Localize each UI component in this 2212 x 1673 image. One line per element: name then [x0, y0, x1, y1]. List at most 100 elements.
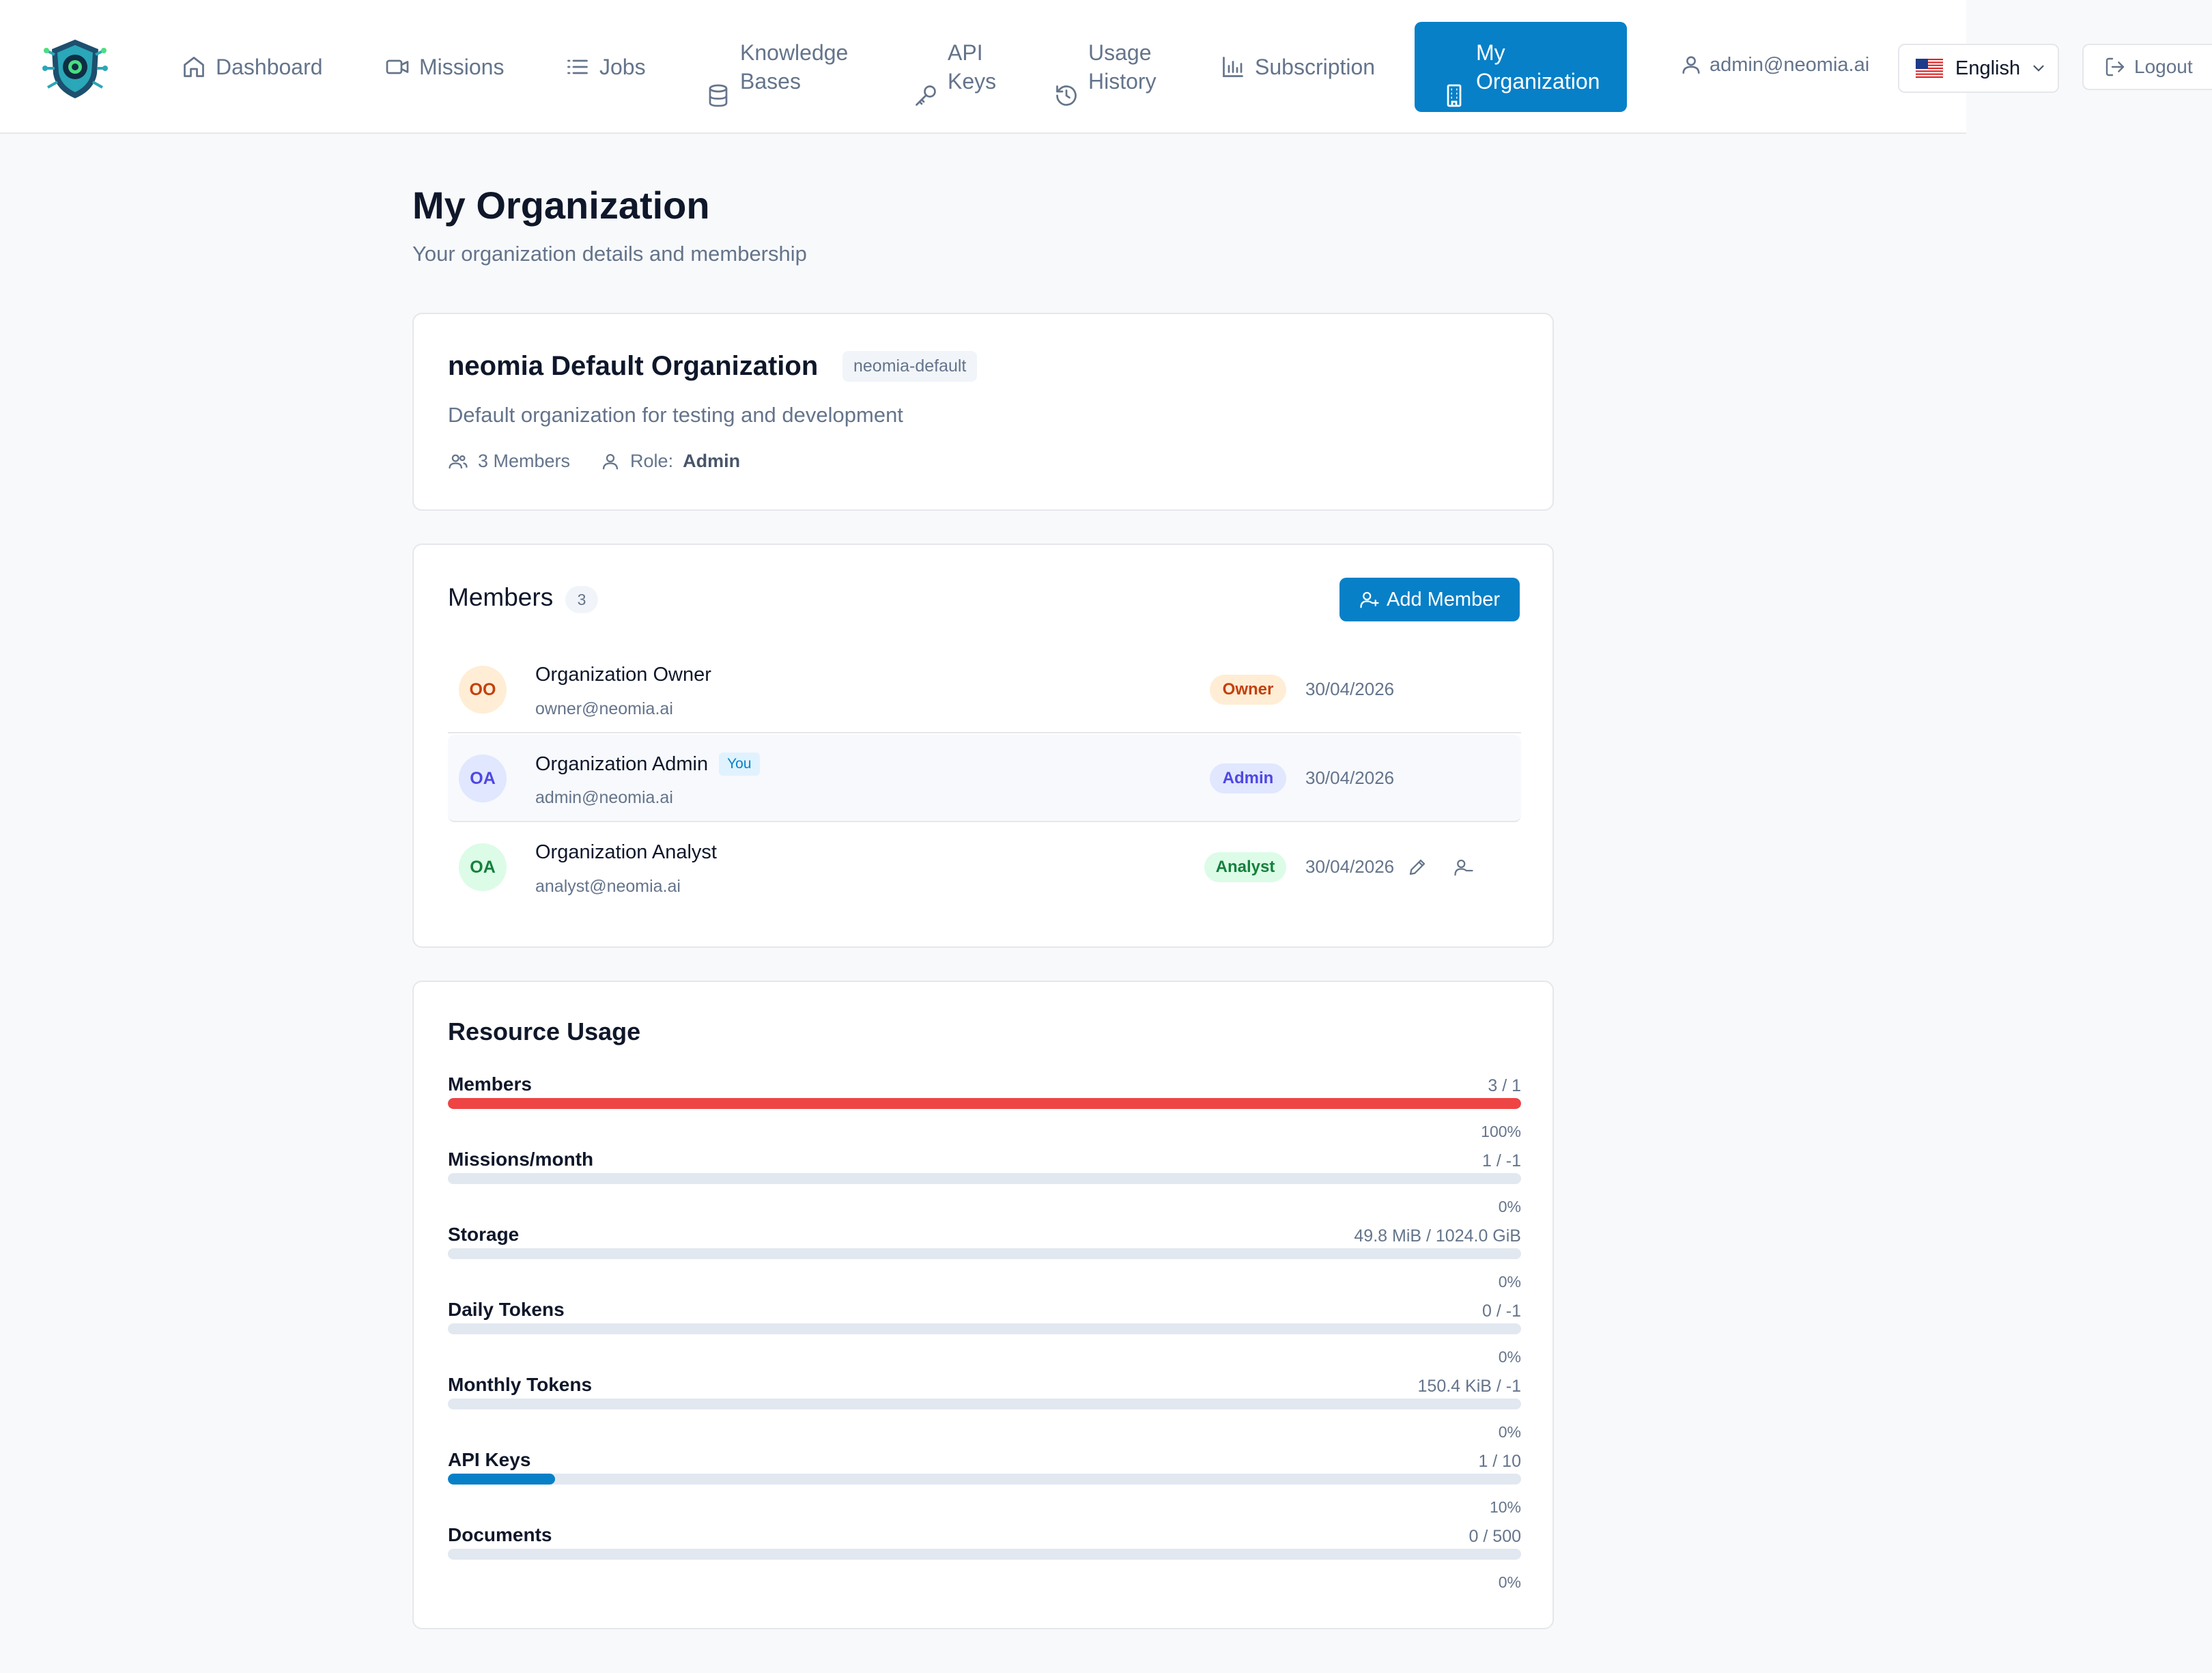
user-icon: [602, 453, 619, 469]
nav-label: My Organization: [1476, 40, 1600, 94]
organization-description: Default organization for testing and dev…: [448, 403, 903, 427]
usage-label: Missions/month: [448, 1149, 594, 1170]
member-joined-date: 30/04/2026: [1305, 768, 1395, 788]
usage-value: 0 / -1: [1482, 1302, 1521, 1321]
usage-row-api-keys: API Keys 1 / 10 10%: [448, 1449, 1521, 1524]
usage-row-monthly-tokens: Monthly Tokens 150.4 KiB / -1 0%: [448, 1374, 1521, 1449]
organization-meta: 3 Members Role: Admin: [448, 451, 740, 472]
member-name-text: Organization Admin: [535, 753, 709, 775]
organization-card: neomia Default Organization neomia-defau…: [412, 313, 1554, 511]
video-icon: [385, 55, 410, 79]
nav-label: Subscription: [1255, 55, 1376, 79]
remove-member-button[interactable]: [1450, 854, 1477, 881]
avatar: OA: [459, 755, 507, 802]
key-icon: [913, 55, 938, 106]
user-plus-icon: [1360, 591, 1379, 608]
member-email: admin@neomia.ai: [535, 788, 673, 807]
chevron-down-icon: [2033, 65, 2044, 72]
nav-label: Dashboard: [216, 55, 323, 79]
member-row: OA Organization Analyst analyst@neomia.a…: [448, 824, 1521, 911]
bar-chart-icon: [1221, 55, 1245, 79]
member-name-text: Organization Owner: [535, 664, 711, 686]
users-icon: [449, 454, 468, 468]
role-label: Role:: [630, 451, 674, 471]
members-count-badge: 3: [565, 586, 598, 613]
member-row: OO Organization Owner owner@neomia.ai Ow…: [448, 646, 1521, 733]
usage-label: Monthly Tokens: [448, 1374, 593, 1395]
member-row-current-user: OA Organization Admin You admin@neomia.a…: [448, 735, 1521, 822]
page-subtitle: Your organization details and membership: [412, 242, 807, 266]
database-icon: [706, 55, 731, 107]
avatar: OA: [459, 843, 507, 891]
nav-label: Usage History: [1088, 40, 1157, 94]
usage-percent: 0%: [1498, 1273, 1521, 1291]
language-select[interactable]: English: [1898, 44, 2059, 93]
usage-value: 1 / 10: [1478, 1452, 1521, 1471]
usage-progress-bar: [448, 1398, 1521, 1409]
member-name: Organization Admin You: [535, 753, 760, 776]
role-badge-analyst: Analyst: [1204, 852, 1286, 882]
usage-percent: 0%: [1498, 1423, 1521, 1441]
usage-label: Storage: [448, 1224, 520, 1245]
current-user[interactable]: admin@neomia.ai: [1679, 53, 1869, 76]
organization-name: neomia Default Organization: [448, 351, 819, 381]
nav-usage-history[interactable]: Usage History: [1054, 22, 1157, 112]
usage-label: Daily Tokens: [448, 1299, 565, 1320]
usage-label: API Keys: [448, 1449, 531, 1470]
top-navbar: Dashboard Missions Jobs Knowledge Bases …: [0, 0, 2212, 134]
usage-label: Members: [448, 1073, 532, 1095]
member-email: analyst@neomia.ai: [535, 877, 681, 896]
nav-missions[interactable]: Missions: [385, 22, 504, 112]
usage-progress-bar: [448, 1098, 1521, 1109]
pencil-icon: [1409, 859, 1426, 875]
member-name: Organization Analyst: [535, 841, 717, 864]
usage-row-storage: Storage 49.8 MiB / 1024.0 GiB 0%: [448, 1224, 1521, 1299]
resource-usage-title: Resource Usage: [448, 1017, 641, 1045]
organization-slug-badge: neomia-default: [842, 351, 978, 382]
nav-dashboard[interactable]: Dashboard: [182, 22, 323, 112]
logout-button[interactable]: Logout: [2082, 44, 2212, 90]
us-flag-icon: [1916, 59, 1943, 78]
usage-progress-fill: [448, 1098, 1521, 1109]
avatar: OO: [459, 666, 507, 714]
add-member-button[interactable]: Add Member: [1339, 578, 1520, 621]
nav-knowledge-bases[interactable]: Knowledge Bases: [706, 22, 848, 112]
usage-value: 150.4 KiB / -1: [1417, 1377, 1521, 1396]
usage-row-missions: Missions/month 1 / -1 0%: [448, 1149, 1521, 1224]
members-title: Members: [448, 583, 554, 611]
member-count-text: 3 Members: [478, 451, 571, 471]
nav-label: Missions: [419, 55, 505, 79]
nav-api-keys[interactable]: API Keys: [913, 22, 996, 112]
usage-percent: 0%: [1498, 1198, 1521, 1215]
building-icon: [1442, 55, 1466, 107]
usage-percent: 0%: [1498, 1348, 1521, 1366]
history-icon: [1054, 55, 1079, 106]
member-email: owner@neomia.ai: [535, 699, 673, 718]
user-minus-icon: [1454, 859, 1473, 876]
app-logo[interactable]: [41, 34, 109, 102]
usage-percent: 10%: [1489, 1498, 1521, 1516]
usage-label: Documents: [448, 1524, 552, 1545]
user-email-text: admin@neomia.ai: [1710, 53, 1870, 76]
usage-progress-bar: [448, 1474, 1521, 1485]
user-icon: [1682, 56, 1700, 74]
resource-usage-card: Resource Usage Members 3 / 1 100% Missio…: [412, 981, 1554, 1629]
usage-progress-bar: [448, 1549, 1521, 1560]
member-name-text: Organization Analyst: [535, 841, 717, 863]
logout-label: Logout: [2134, 56, 2193, 77]
usage-row-documents: Documents 0 / 500 0%: [448, 1524, 1521, 1599]
nav-my-organization[interactable]: My Organization: [1415, 22, 1628, 112]
role-badge-owner: Owner: [1210, 675, 1286, 705]
you-badge: You: [719, 753, 760, 776]
usage-value: 1 / -1: [1482, 1151, 1521, 1170]
usage-progress-bar: [448, 1248, 1521, 1259]
nav-jobs[interactable]: Jobs: [565, 22, 646, 112]
role-value: Admin: [683, 451, 741, 471]
member-name: Organization Owner: [535, 664, 711, 686]
role-badge-admin: Admin: [1210, 763, 1286, 793]
usage-progress-bar: [448, 1323, 1521, 1334]
nav-subscription[interactable]: Subscription: [1221, 22, 1375, 112]
nav-label: Knowledge Bases: [740, 40, 849, 94]
usage-percent: 100%: [1481, 1123, 1521, 1140]
edit-member-button[interactable]: [1404, 854, 1431, 881]
